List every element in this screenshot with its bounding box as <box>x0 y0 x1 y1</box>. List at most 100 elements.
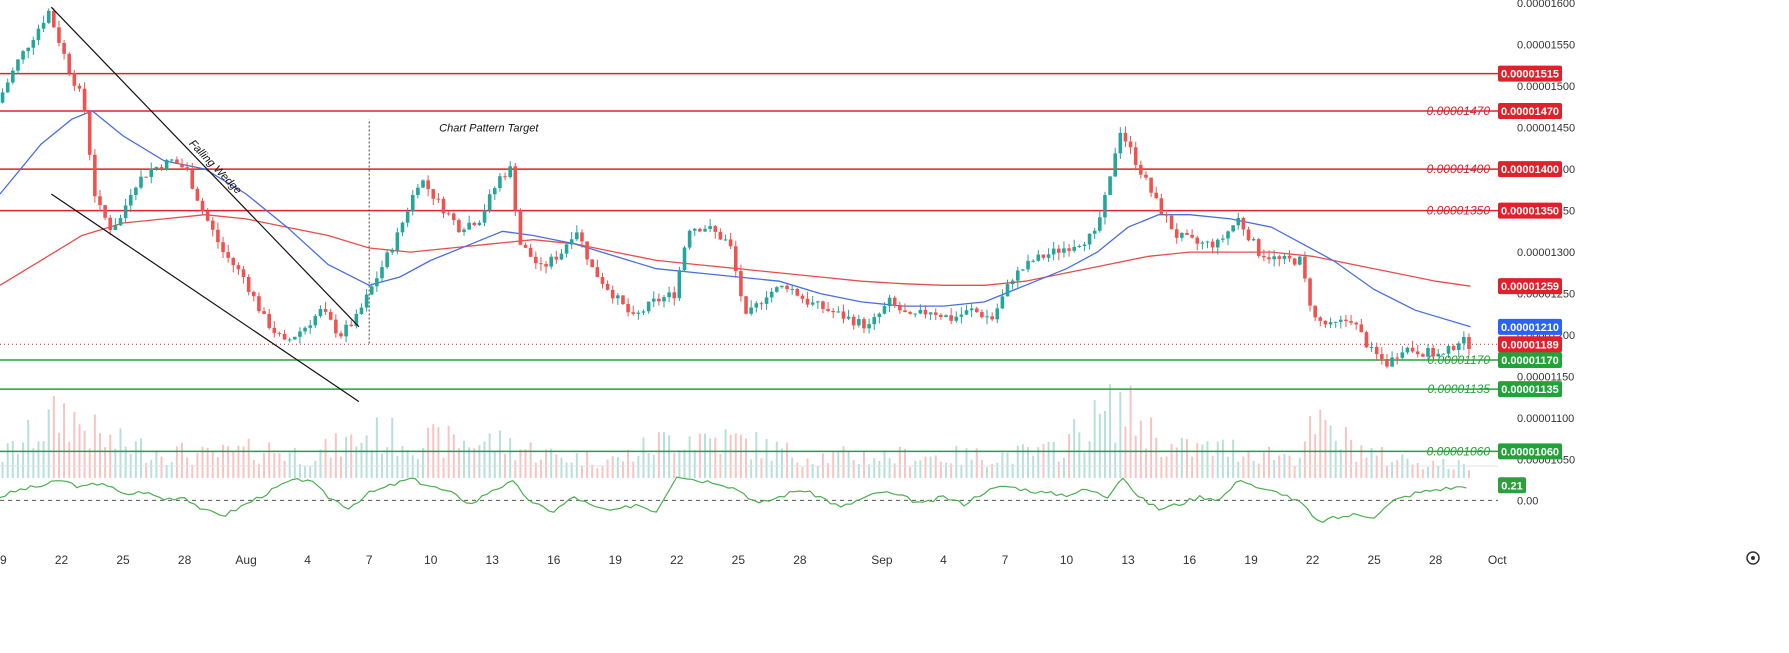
volume-bar <box>1196 443 1199 478</box>
date-tick-label: 7 <box>1002 553 1009 567</box>
level-badge-text: 0.00001515 <box>1501 69 1559 81</box>
candle-body <box>457 220 461 233</box>
volume-bar <box>1298 457 1301 478</box>
candle-body <box>1456 343 1461 350</box>
candle-body <box>1277 256 1282 259</box>
candle-body <box>892 297 897 305</box>
level-left-label: 0.00001135 <box>1427 382 1490 396</box>
candle-body <box>26 47 31 52</box>
volume-bar <box>222 444 225 478</box>
candle-body <box>1169 215 1174 230</box>
candle-body <box>723 239 728 241</box>
candle-body <box>1262 255 1266 258</box>
candle-body <box>944 315 948 318</box>
candle-body <box>1210 241 1215 248</box>
candle-body <box>1421 354 1425 357</box>
candle-body <box>1123 132 1128 142</box>
volume-bar <box>642 437 645 478</box>
price-badges: 0.00001515 0.00001470 0.00001400 0.00001350… <box>1498 65 1562 494</box>
candle-body <box>1323 320 1328 325</box>
volume-bar <box>755 432 758 478</box>
candle-body <box>113 225 118 231</box>
candle-body <box>190 169 195 189</box>
volume-bar <box>668 435 671 478</box>
settings-gear-icon-button[interactable] <box>1744 549 1762 567</box>
candle-body <box>857 319 861 326</box>
candle-body <box>1098 217 1102 231</box>
candle-body <box>662 297 666 302</box>
volume-bar <box>237 445 240 478</box>
volume-bar <box>216 457 219 478</box>
candle-body <box>1072 246 1076 251</box>
candle-body <box>1118 132 1123 154</box>
candle-body <box>210 220 215 230</box>
candle-body <box>636 312 641 314</box>
candle-body <box>87 111 92 155</box>
candle-body <box>282 333 287 340</box>
volume-bar <box>93 414 96 478</box>
volume-bar <box>657 432 660 478</box>
volume-bar <box>104 447 107 478</box>
date-tick-label: 13 <box>486 553 500 567</box>
level-badge-bg <box>1498 102 1562 119</box>
volume-bar <box>401 445 404 478</box>
volume-bar <box>565 462 568 478</box>
candle-body <box>985 316 989 318</box>
volume-bar <box>1232 439 1235 478</box>
candle-body <box>246 276 251 292</box>
candle-body <box>882 306 887 314</box>
candle-body <box>492 188 497 195</box>
volume-bar <box>406 450 409 478</box>
candle-body <box>149 168 154 177</box>
candle-body <box>862 319 866 329</box>
candle-body <box>1200 242 1205 244</box>
candle-body <box>913 313 918 315</box>
candle-body <box>303 327 307 332</box>
candle-body <box>744 296 748 314</box>
volume-bar <box>155 450 158 478</box>
candle-body <box>200 200 205 212</box>
volume-bar <box>1421 469 1424 478</box>
volume-bar <box>88 448 91 478</box>
oscillator-badge-text: 0.21 <box>1501 480 1522 492</box>
candle-body <box>1395 357 1400 359</box>
volume-bar <box>98 432 101 478</box>
candle-body <box>969 308 974 311</box>
volume-bar <box>247 438 250 478</box>
volume-bar <box>457 448 460 478</box>
volume-bar <box>1139 420 1142 478</box>
volume-bar <box>975 448 978 478</box>
volume-bar <box>1201 444 1204 478</box>
volume-bar <box>539 459 542 478</box>
settings-gear-icon <box>1746 551 1760 565</box>
candle-body <box>1139 164 1143 175</box>
candle-body <box>774 287 779 292</box>
candle-body <box>195 188 200 201</box>
candle-body <box>1303 256 1307 279</box>
level-badge-text: 0.00001060 <box>1501 446 1559 458</box>
candle-body <box>718 231 723 240</box>
volume-bar <box>1160 456 1163 478</box>
candle-body <box>692 228 697 231</box>
candle-body <box>93 154 97 197</box>
candle-body <box>887 297 892 307</box>
moving-averages <box>0 110 1471 328</box>
candle-body <box>964 310 969 315</box>
candle-body <box>657 298 661 302</box>
candle-body <box>1308 278 1312 306</box>
candle-body <box>1195 237 1200 244</box>
candle-body <box>1205 241 1210 243</box>
candle-body <box>16 59 20 71</box>
volume-bar <box>1129 385 1132 478</box>
candle-body <box>1149 177 1153 193</box>
volume-bar <box>329 457 332 478</box>
candle-body <box>77 85 82 89</box>
volume-bar <box>1462 463 1465 478</box>
volume-bar <box>309 466 312 478</box>
volume-bar <box>47 409 50 478</box>
volume-bar <box>365 435 368 478</box>
candle-body <box>1431 347 1435 357</box>
volume-bar <box>68 441 71 478</box>
